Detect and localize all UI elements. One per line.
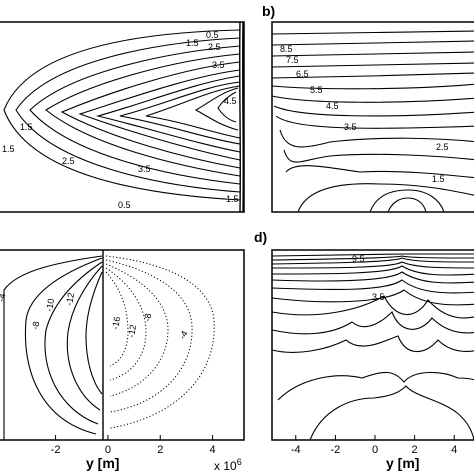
panel-a-boundary-wall <box>239 21 244 213</box>
multiplier-base: x 10 <box>214 459 237 473</box>
contour-label: 1.5 <box>226 194 239 204</box>
panel-c-x-ticks: -2 0 2 4 <box>51 435 216 456</box>
contour-label: 5.5 <box>310 85 323 95</box>
panel-c-contours-solid <box>3 255 103 440</box>
panel-b-contours <box>271 30 474 213</box>
panel-c: -12 -10 -8 -4 -16 -12 -8 -4 -2 0 2 4 y [m] … <box>0 249 245 473</box>
contour-label: 0.5 <box>206 30 219 40</box>
contour-label: 4.5 <box>326 101 339 111</box>
contour-label: 4.5 <box>224 96 237 106</box>
contour-label: -8 <box>142 313 153 323</box>
panel-b-frame <box>271 21 474 213</box>
x-tick-label: -4 <box>291 444 301 456</box>
panel-c-x-multiplier: x 106 <box>214 457 242 473</box>
contour-label: 3.5 <box>138 164 151 174</box>
x-tick-label: 4 <box>451 444 457 456</box>
panel-c-contours-dotted <box>105 255 215 429</box>
contour-label: -16 <box>110 316 122 331</box>
contour-label: 3.5 <box>344 122 357 132</box>
panel-c-contour-labels: -12 -10 -8 -4 -16 -12 -8 -4 <box>0 292 190 341</box>
x-tick-label: 0 <box>372 444 378 456</box>
contour-label: 3.5 <box>212 60 225 70</box>
contour-label: 2.5 <box>436 142 449 152</box>
contour-label: 9.5 <box>352 254 365 264</box>
panel-a-contour-labels: 1.5 2.5 3.5 0.5 1.5 1.5 2.5 3.5 4.5 0.5 … <box>2 30 239 210</box>
panel-b-contour-labels: 8.5 7.5 6.5 5.5 4.5 3.5 2.5 1.5 <box>280 44 449 184</box>
contour-label: 0.5 <box>118 200 131 210</box>
x-tick-label: 4 <box>210 444 216 456</box>
x-tick-label: 2 <box>412 444 418 456</box>
contour-label: 1.5 <box>20 122 33 132</box>
x-tick-label: 2 <box>157 444 163 456</box>
x-tick-label: -2 <box>330 444 340 456</box>
contour-label: -12 <box>126 324 138 339</box>
panel-a-frame <box>0 21 245 213</box>
panel-a-contours <box>3 29 241 201</box>
panel-d-x-label: y [m] <box>386 455 419 471</box>
contour-label: 1.5 <box>2 144 15 154</box>
contour-label: 1.5 <box>432 174 445 184</box>
contour-label: -10 <box>44 298 56 313</box>
panel-b: 8.5 7.5 6.5 5.5 4.5 3.5 2.5 1.5 <box>271 21 474 213</box>
panel-d-x-ticks: -4 -2 0 2 4 <box>291 435 457 456</box>
contour-label: 1.5 <box>186 38 199 48</box>
contour-label: 3.5 <box>372 292 385 302</box>
x-tick-label: -2 <box>51 444 61 456</box>
panel-c-frame <box>0 249 245 441</box>
panel-label-b: b) <box>262 3 275 19</box>
panel-d-contours <box>271 253 474 441</box>
contour-label: -12 <box>64 292 76 307</box>
multiplier-exponent: 6 <box>237 457 242 467</box>
contour-label: -8 <box>30 321 41 331</box>
panel-label-d: d) <box>254 229 267 245</box>
contour-label: 2.5 <box>208 42 221 52</box>
contour-label: 7.5 <box>286 55 299 65</box>
contour-label: 2.5 <box>62 156 75 166</box>
x-tick-label: 0 <box>105 444 111 456</box>
panel-d-contour-labels: 9.5 3.5 <box>352 254 385 302</box>
contour-label: -4 <box>177 329 190 341</box>
contour-label: -4 <box>0 293 7 303</box>
panel-c-x-label: y [m] <box>86 455 119 471</box>
contour-label: 6.5 <box>296 69 309 79</box>
panel-a: 1.5 2.5 3.5 0.5 1.5 1.5 2.5 3.5 4.5 0.5 … <box>0 21 245 213</box>
panel-d: 9.5 3.5 -4 -2 0 2 4 y [m] <box>271 249 474 471</box>
contour-label: 8.5 <box>280 44 293 54</box>
